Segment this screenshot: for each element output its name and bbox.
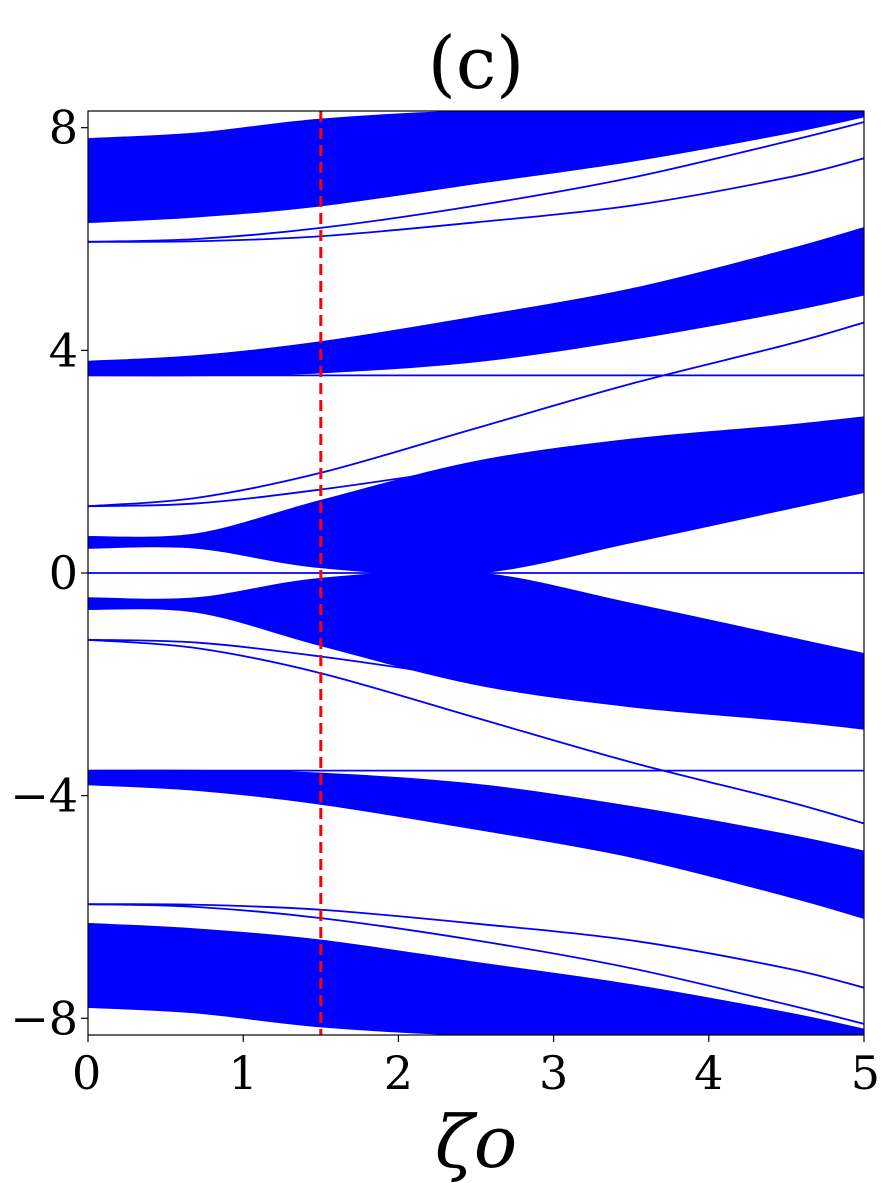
y-tick-label: −8 bbox=[10, 991, 78, 1045]
band-band_upper_inner bbox=[88, 416, 864, 576]
x-tick-label: 3 bbox=[539, 1046, 568, 1100]
line-gap_upper_a bbox=[88, 421, 864, 508]
band-band_upper_mid bbox=[88, 227, 864, 377]
line-gap_upper_b bbox=[88, 321, 864, 508]
band-band_bottom bbox=[88, 922, 864, 1035]
y-tick-label: −4 bbox=[10, 769, 78, 823]
x-tick-label: 4 bbox=[694, 1046, 723, 1100]
energy-bands bbox=[88, 111, 864, 1035]
x-tick-label: 5 bbox=[851, 1046, 880, 1100]
line-gap_lower_b bbox=[88, 638, 864, 825]
x-axis-label: ζo bbox=[435, 1100, 517, 1183]
line-gap_bottom_b bbox=[88, 903, 864, 1025]
chart-title: (c) bbox=[428, 21, 525, 105]
line-gap_top_b bbox=[88, 121, 864, 243]
line-gap_top_a bbox=[88, 157, 864, 243]
line-gap_lower_a bbox=[88, 638, 864, 725]
y-axis-ticks: −8 −4 0 4 8 bbox=[10, 101, 88, 1045]
y-tick-label: 0 bbox=[49, 546, 78, 600]
x-axis-ticks: 0 1 2 3 4 5 bbox=[72, 1035, 880, 1100]
mode-lines bbox=[88, 121, 864, 1025]
y-tick-label: 4 bbox=[49, 323, 78, 377]
band-band_lower_mid bbox=[88, 769, 864, 919]
x-tick-label: 0 bbox=[72, 1046, 101, 1100]
x-tick-label: 2 bbox=[384, 1046, 413, 1100]
line-gap_bottom_a bbox=[88, 903, 864, 989]
x-tick-label: 1 bbox=[229, 1046, 258, 1100]
y-tick-label: 8 bbox=[49, 101, 78, 155]
